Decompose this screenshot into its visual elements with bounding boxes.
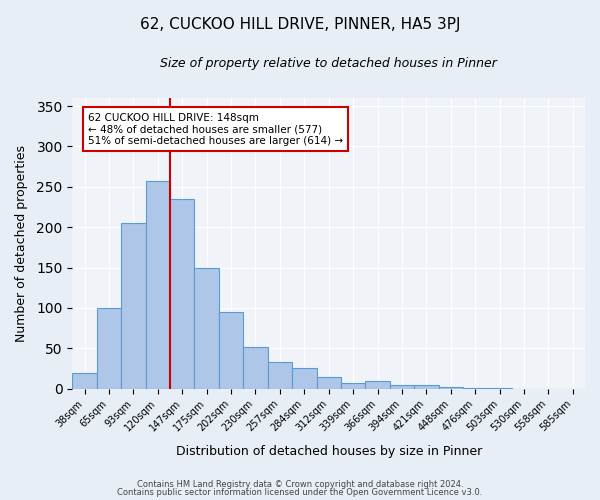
Bar <box>97 308 121 388</box>
Text: Contains HM Land Registry data © Crown copyright and database right 2024.: Contains HM Land Registry data © Crown c… <box>137 480 463 489</box>
Text: 62 CUCKOO HILL DRIVE: 148sqm
← 48% of detached houses are smaller (577)
51% of s: 62 CUCKOO HILL DRIVE: 148sqm ← 48% of de… <box>88 112 343 146</box>
Bar <box>317 376 341 388</box>
Text: 62, CUCKOO HILL DRIVE, PINNER, HA5 3PJ: 62, CUCKOO HILL DRIVE, PINNER, HA5 3PJ <box>140 18 460 32</box>
Bar <box>146 181 170 388</box>
Bar <box>243 346 268 389</box>
Bar <box>194 268 219 388</box>
Bar <box>439 387 463 388</box>
Bar <box>414 384 439 388</box>
Text: Contains public sector information licensed under the Open Government Licence v3: Contains public sector information licen… <box>118 488 482 497</box>
Bar <box>365 380 390 388</box>
Bar <box>121 223 146 388</box>
Bar <box>73 374 97 388</box>
Bar <box>390 384 414 388</box>
Bar <box>341 383 365 388</box>
Bar <box>268 362 292 388</box>
Bar <box>170 199 194 388</box>
X-axis label: Distribution of detached houses by size in Pinner: Distribution of detached houses by size … <box>176 444 482 458</box>
Bar <box>219 312 243 388</box>
Y-axis label: Number of detached properties: Number of detached properties <box>15 145 28 342</box>
Bar <box>292 368 317 388</box>
Title: Size of property relative to detached houses in Pinner: Size of property relative to detached ho… <box>160 58 497 70</box>
